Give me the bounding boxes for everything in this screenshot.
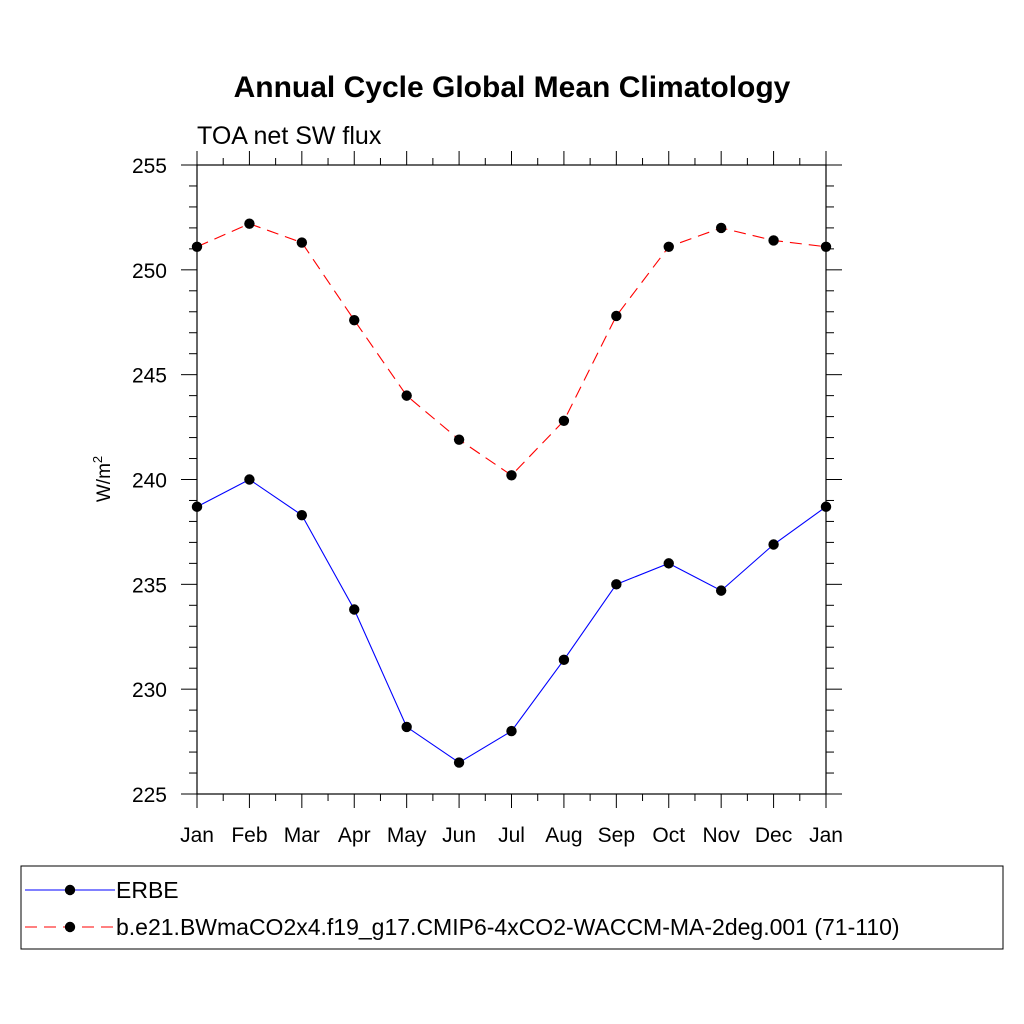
- y-axis-label: W/m2: [90, 456, 115, 502]
- legend: ERBE b.e21.BWmaCO2x4.f19_g17.CMIP6-4xCO2-…: [25, 877, 900, 940]
- legend-label-2: b.e21.BWmaCO2x4.f19_g17.CMIP6-4xCO2-WACC…: [116, 914, 900, 940]
- series-1-point: [715, 585, 727, 596]
- series-1-point: [558, 654, 570, 666]
- series-2-point: [611, 310, 622, 322]
- x-tick-label: Jul: [498, 824, 525, 847]
- series-2-point: [401, 390, 412, 401]
- x-tick-label: Feb: [231, 824, 267, 847]
- series-1-point: [349, 604, 360, 615]
- series-2-point: [663, 241, 674, 252]
- y-tick-label: 235: [132, 574, 167, 597]
- x-tick-label: Apr: [338, 824, 371, 847]
- y-tick-label: 230: [132, 679, 167, 702]
- x-tick-label: Nov: [702, 824, 740, 847]
- series-2-point: [296, 237, 308, 248]
- series-1-point: [768, 539, 779, 550]
- x-tick-label: Jan: [180, 824, 214, 847]
- series-2-point: [820, 241, 832, 252]
- x-tick-label: Sep: [598, 824, 635, 847]
- series-2-point: [715, 222, 727, 234]
- series-1-point: [663, 558, 674, 569]
- series-line-2: [196, 223, 827, 477]
- x-tick-label: Oct: [652, 824, 685, 847]
- x-tick-label: Mar: [284, 824, 320, 847]
- series-2-point: [506, 470, 517, 481]
- legend-box: [20, 865, 1004, 950]
- chart-subtitle: TOA net SW flux: [197, 122, 382, 150]
- y-tick-label: 240: [132, 470, 167, 493]
- x-tick-label: Jun: [442, 824, 476, 847]
- x-tick-label: May: [387, 824, 427, 847]
- legend-label-1: ERBE: [116, 877, 179, 903]
- series-1-point: [506, 725, 517, 737]
- y-tick-label: 250: [132, 260, 167, 283]
- legend-marker-1: [64, 884, 76, 896]
- series-2-point: [191, 241, 203, 252]
- series-1-point: [296, 509, 308, 521]
- series-1-point: [453, 757, 465, 768]
- series-1-point: [611, 579, 622, 590]
- y-axis: 225 230 235 240 245 250 255: [132, 155, 167, 807]
- series-layer: [191, 218, 832, 768]
- legend-marker-2: [64, 921, 76, 933]
- series-1-point: [820, 501, 832, 512]
- series-1-point: [191, 501, 203, 512]
- y-tick-label: 255: [132, 155, 167, 178]
- x-axis: Jan Feb Mar Apr May Jun Jul Aug Sep Oct Nov Dec Jan: [180, 824, 843, 847]
- series-2-point: [558, 415, 570, 426]
- series-2-point: [244, 218, 255, 229]
- x-tick-label: Dec: [755, 824, 792, 847]
- x-tick-label: Aug: [545, 824, 582, 847]
- x-tick-label: Jan: [809, 824, 843, 847]
- y-tick-label: 245: [132, 365, 167, 388]
- series-2-point: [768, 235, 779, 246]
- series-1-point: [401, 721, 412, 733]
- series-line-1: [196, 478, 827, 764]
- axis-ticks: [181, 151, 842, 808]
- series-1-point: [244, 474, 255, 485]
- series-2-point: [349, 314, 360, 326]
- series-2-point: [453, 434, 465, 445]
- y-tick-label: 225: [132, 784, 167, 807]
- chart-title: Annual Cycle Global Mean Climatology: [234, 71, 791, 104]
